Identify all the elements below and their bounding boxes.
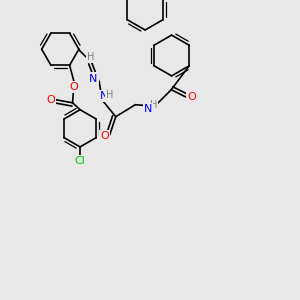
Text: H: H (150, 100, 157, 110)
Text: O: O (100, 131, 109, 141)
Text: H: H (106, 90, 113, 100)
Text: O: O (187, 92, 196, 102)
Text: Cl: Cl (75, 156, 86, 166)
Text: N: N (144, 104, 152, 114)
Text: O: O (70, 82, 78, 92)
Text: H: H (87, 52, 94, 62)
Text: N: N (89, 74, 98, 84)
Text: O: O (46, 95, 55, 105)
Text: N: N (100, 91, 108, 101)
